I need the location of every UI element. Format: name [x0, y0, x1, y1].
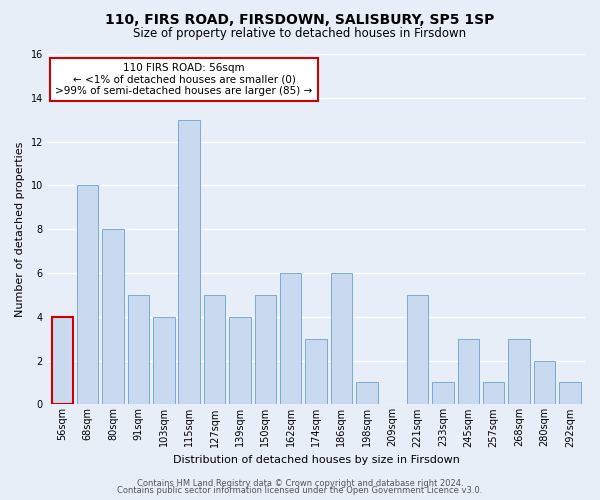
- Bar: [204, 295, 226, 405]
- Bar: [178, 120, 200, 405]
- Bar: [533, 360, 555, 405]
- Bar: [102, 229, 124, 404]
- Text: 110, FIRS ROAD, FIRSDOWN, SALISBURY, SP5 1SP: 110, FIRS ROAD, FIRSDOWN, SALISBURY, SP5…: [106, 12, 494, 26]
- Text: Contains public sector information licensed under the Open Government Licence v3: Contains public sector information licen…: [118, 486, 482, 495]
- Bar: [331, 273, 352, 404]
- Bar: [407, 295, 428, 405]
- Bar: [52, 317, 73, 404]
- Bar: [128, 295, 149, 405]
- X-axis label: Distribution of detached houses by size in Firsdown: Distribution of detached houses by size …: [173, 455, 460, 465]
- Bar: [458, 338, 479, 404]
- Bar: [153, 317, 175, 404]
- Y-axis label: Number of detached properties: Number of detached properties: [15, 142, 25, 317]
- Bar: [229, 317, 251, 404]
- Bar: [508, 338, 530, 404]
- Bar: [432, 382, 454, 404]
- Text: Size of property relative to detached houses in Firsdown: Size of property relative to detached ho…: [133, 28, 467, 40]
- Bar: [280, 273, 301, 404]
- Text: Contains HM Land Registry data © Crown copyright and database right 2024.: Contains HM Land Registry data © Crown c…: [137, 478, 463, 488]
- Bar: [356, 382, 377, 404]
- Bar: [305, 338, 327, 404]
- Bar: [254, 295, 276, 405]
- Bar: [77, 186, 98, 404]
- Text: 110 FIRS ROAD: 56sqm
← <1% of detached houses are smaller (0)
>99% of semi-detac: 110 FIRS ROAD: 56sqm ← <1% of detached h…: [55, 63, 313, 96]
- Bar: [483, 382, 505, 404]
- Bar: [559, 382, 581, 404]
